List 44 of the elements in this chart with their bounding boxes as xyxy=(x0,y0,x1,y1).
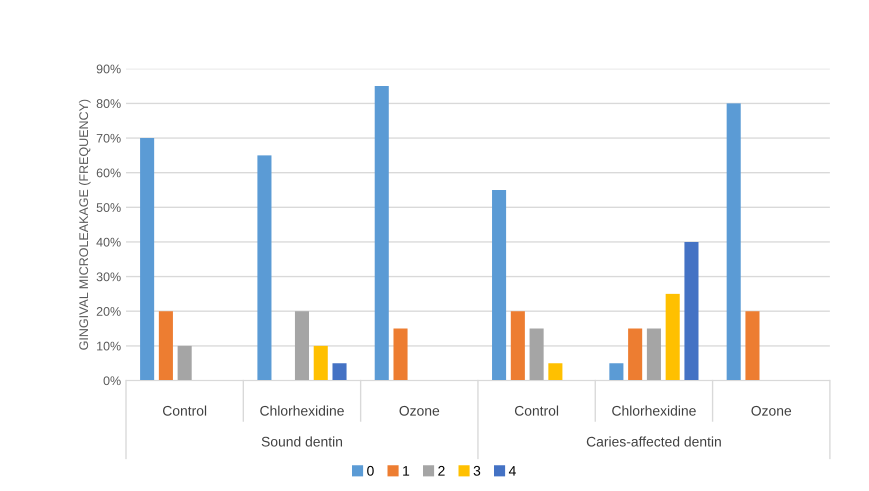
bar xyxy=(178,346,192,381)
bar xyxy=(666,294,680,381)
y-tick-label: 10% xyxy=(97,342,121,351)
bar xyxy=(510,311,525,381)
y-tick-label: 90% xyxy=(96,64,121,74)
text: Sound dentin xyxy=(262,436,342,447)
bar xyxy=(646,328,661,381)
y-tick-label: 0% xyxy=(104,376,121,386)
bar xyxy=(726,103,741,381)
text: Caries-affected dentin xyxy=(586,436,721,447)
x-tick-label: Control xyxy=(514,406,558,416)
legend-label: 1 xyxy=(403,466,410,476)
bar xyxy=(158,311,173,381)
y-tick-label: 40% xyxy=(96,238,121,247)
bar xyxy=(628,328,642,381)
bar xyxy=(530,328,544,381)
legend-label: 4 xyxy=(508,466,516,476)
y-tick-label: 50% xyxy=(96,203,121,212)
bar xyxy=(314,346,328,381)
y-tick-label: 80% xyxy=(96,99,121,108)
bar xyxy=(684,242,698,381)
bar xyxy=(548,363,562,381)
legend-label: 3 xyxy=(474,466,480,476)
x-tick-label: Control xyxy=(162,406,206,416)
bar xyxy=(140,138,154,381)
bar xyxy=(492,190,506,381)
x-tick-label: Ozone xyxy=(399,406,440,416)
y-tick-label: 60% xyxy=(96,168,121,178)
bar xyxy=(257,155,272,381)
bar xyxy=(332,363,347,381)
bar xyxy=(374,86,389,381)
bar xyxy=(745,311,760,381)
x-tick-label: Ozone xyxy=(751,406,792,416)
bar xyxy=(609,363,624,381)
y-tick-label: 20% xyxy=(96,307,121,316)
legend-label: 0 xyxy=(367,466,374,476)
y-tick-label: 30% xyxy=(96,272,121,282)
bar xyxy=(393,328,408,381)
x-tick-label: Chlorhexidine xyxy=(260,406,344,416)
y-axis-title: GINGIVAL MICROLEAKAGE (FREQUENCY) xyxy=(78,100,91,350)
x-tick-label: Chlorhexidine xyxy=(612,406,696,416)
legend-label: 2 xyxy=(438,466,445,476)
y-tick-label: 70% xyxy=(96,134,121,143)
bar xyxy=(294,311,310,381)
